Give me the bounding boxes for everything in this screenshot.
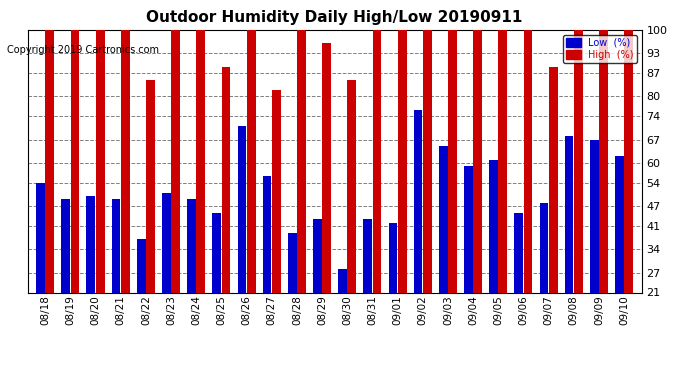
Bar	[599, 30, 608, 362]
Bar	[414, 110, 422, 362]
Bar	[162, 193, 171, 362]
Bar	[213, 213, 221, 362]
Bar	[263, 176, 271, 362]
Bar	[464, 166, 473, 362]
Bar	[498, 30, 507, 362]
Bar	[514, 213, 523, 362]
Bar	[549, 66, 558, 362]
Bar	[388, 223, 397, 362]
Bar	[448, 30, 457, 362]
Bar	[187, 200, 196, 362]
Bar	[398, 30, 406, 362]
Bar	[137, 239, 146, 362]
Bar	[297, 30, 306, 362]
Bar	[171, 30, 180, 362]
Bar	[272, 90, 281, 362]
Bar	[489, 160, 498, 362]
Bar	[237, 126, 246, 362]
Bar	[146, 80, 155, 362]
Bar	[564, 136, 573, 362]
Bar	[112, 200, 121, 362]
Bar	[288, 233, 297, 362]
Bar	[524, 30, 533, 362]
Bar	[86, 196, 95, 362]
Bar	[61, 200, 70, 362]
Bar	[36, 183, 45, 362]
Bar	[624, 30, 633, 362]
Bar	[439, 146, 448, 362]
Bar	[540, 203, 549, 362]
Bar	[247, 30, 255, 362]
Title: Outdoor Humidity Daily High/Low 20190911: Outdoor Humidity Daily High/Low 20190911	[146, 10, 523, 25]
Text: Copyright 2019 Cartronics.com: Copyright 2019 Cartronics.com	[7, 45, 159, 55]
Bar	[364, 219, 372, 362]
Legend: Low  (%), High  (%): Low (%), High (%)	[563, 35, 637, 63]
Bar	[590, 140, 599, 362]
Bar	[322, 43, 331, 362]
Bar	[615, 156, 624, 362]
Bar	[373, 30, 382, 362]
Bar	[338, 269, 347, 362]
Bar	[197, 30, 206, 362]
Bar	[96, 30, 105, 362]
Bar	[313, 219, 322, 362]
Bar	[473, 30, 482, 362]
Bar	[348, 80, 356, 362]
Bar	[574, 30, 583, 362]
Bar	[70, 30, 79, 362]
Bar	[46, 30, 55, 362]
Bar	[121, 30, 130, 362]
Bar	[423, 30, 432, 362]
Bar	[221, 66, 230, 362]
